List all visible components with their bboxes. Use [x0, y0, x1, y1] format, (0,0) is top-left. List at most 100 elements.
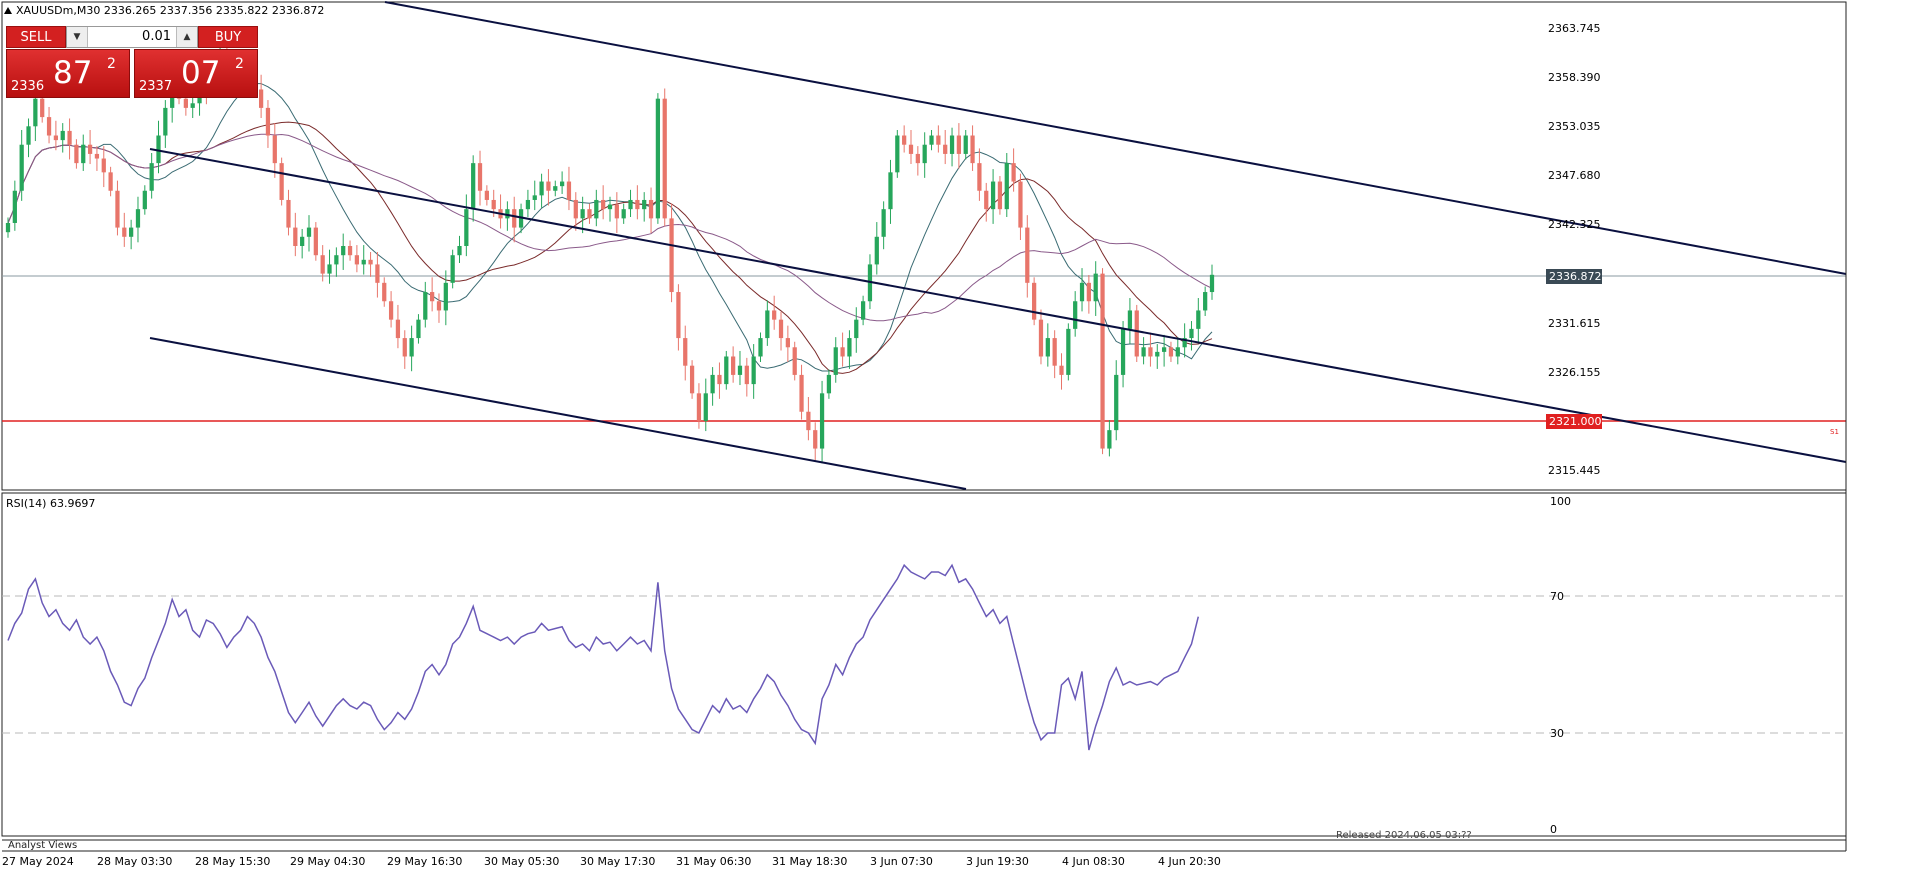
- candle: [1045, 323, 1050, 367]
- candle: [1079, 268, 1085, 312]
- candle: [272, 123, 277, 178]
- candle: [724, 350, 729, 390]
- candle-body: [19, 144, 24, 191]
- time-tick-label: 4 Jun 08:30: [1062, 855, 1125, 868]
- candle: [717, 362, 722, 399]
- candle: [758, 332, 763, 363]
- candle: [621, 203, 626, 224]
- candle: [484, 185, 489, 206]
- lot-decrease-icon[interactable]: ▼: [67, 27, 88, 47]
- candle: [676, 284, 681, 351]
- candle-body: [279, 163, 284, 200]
- candle-body: [566, 181, 572, 200]
- candle: [689, 360, 695, 399]
- candle: [464, 194, 469, 257]
- candle: [122, 212, 127, 247]
- time-tick-label: 28 May 15:30: [195, 855, 271, 868]
- candle-body: [881, 209, 886, 237]
- buy-price-box[interactable]: 2337 07 2: [134, 49, 258, 98]
- candle: [963, 129, 968, 160]
- lot-increase-icon[interactable]: ▲: [176, 27, 197, 47]
- price-tick-label: 2363.745: [1548, 22, 1601, 35]
- candle: [943, 129, 948, 165]
- candle: [573, 192, 578, 231]
- rsi-line: [7, 563, 1200, 751]
- candle: [430, 277, 435, 312]
- candle-body: [847, 338, 852, 357]
- sell-price-box[interactable]: 2336 87 2: [6, 49, 130, 98]
- candle: [765, 300, 770, 346]
- candle: [601, 185, 606, 220]
- candle: [785, 325, 790, 363]
- sell-button[interactable]: SELL: [6, 26, 66, 48]
- candle: [895, 129, 900, 178]
- candle-body: [1032, 282, 1037, 320]
- candle-body: [710, 374, 715, 394]
- candle: [936, 125, 941, 153]
- candle: [361, 245, 366, 275]
- candle: [512, 196, 517, 243]
- candle: [1066, 323, 1071, 381]
- candle: [737, 350, 743, 386]
- sell-price-sup: 2: [107, 56, 116, 72]
- channel-lower-line[interactable]: [149, 337, 967, 490]
- candle-body: [758, 338, 763, 357]
- candle: [1155, 344, 1160, 369]
- candle: [881, 201, 886, 250]
- lot-size-value[interactable]: 0.01: [142, 29, 171, 44]
- candle-body: [12, 190, 17, 223]
- candle: [1025, 215, 1030, 298]
- candle-body: [115, 190, 120, 228]
- candle-body: [943, 144, 948, 154]
- candle-body: [5, 222, 11, 233]
- candle: [375, 251, 380, 298]
- candle-body: [395, 319, 401, 339]
- candle-body: [163, 107, 168, 136]
- release-label: Released 2024.06.05 03:??: [1336, 830, 1472, 841]
- candle-body: [293, 227, 298, 246]
- candle: [806, 397, 811, 441]
- candle-body: [648, 199, 654, 219]
- candle: [1059, 353, 1064, 390]
- candle-body: [1168, 347, 1174, 357]
- candle-body: [272, 135, 277, 164]
- candle-body: [1059, 365, 1064, 375]
- candle-body: [778, 319, 784, 339]
- candle: [142, 185, 147, 215]
- candle-body: [265, 107, 271, 136]
- candle-body: [532, 195, 537, 200]
- candle-body: [785, 338, 790, 348]
- candle-body: [1189, 328, 1194, 339]
- candle: [1161, 334, 1167, 367]
- candle: [1100, 268, 1105, 455]
- candle: [388, 291, 394, 328]
- analyst-views-label[interactable]: Analyst Views: [8, 840, 78, 851]
- support-level-label: S1: [1830, 428, 1839, 436]
- candle-body: [860, 301, 866, 320]
- candle-body: [135, 209, 141, 228]
- candle-body: [471, 163, 476, 210]
- candle-body: [997, 181, 1003, 210]
- candle-body: [1079, 282, 1085, 302]
- candle-body: [443, 282, 448, 311]
- channel-middle-line[interactable]: [149, 148, 1847, 463]
- candle-body: [491, 199, 496, 210]
- candle: [888, 159, 893, 224]
- candle: [929, 129, 934, 151]
- buy-button[interactable]: BUY: [198, 26, 258, 48]
- candle-body: [334, 255, 339, 265]
- candle-body: [436, 301, 442, 311]
- candle-body: [1161, 347, 1167, 352]
- candle-body: [888, 172, 893, 210]
- candle: [26, 118, 31, 158]
- candle-body: [1141, 347, 1146, 357]
- channel-upper-line[interactable]: [384, 1, 1847, 275]
- collapse-triangle-icon[interactable]: [4, 7, 12, 14]
- lot-size-field[interactable]: ▼ 0.01 ▲: [66, 26, 198, 48]
- sell-price-big: 2336: [11, 79, 45, 94]
- candle: [135, 196, 141, 243]
- time-tick-label: 31 May 18:30: [772, 855, 848, 868]
- candle-body: [984, 190, 989, 210]
- candle-body: [963, 135, 968, 154]
- candle: [368, 251, 373, 277]
